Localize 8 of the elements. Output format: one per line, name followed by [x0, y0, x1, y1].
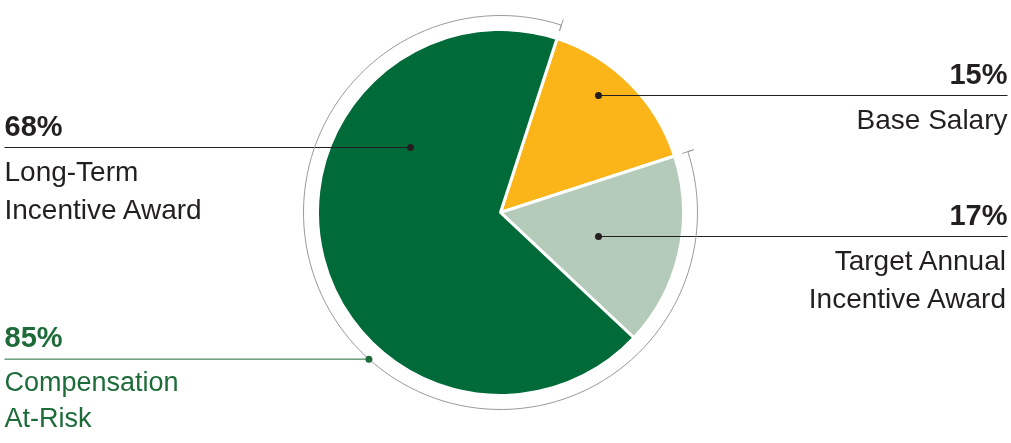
- slice-label: Base Salary: [856, 103, 1008, 135]
- slice-label: Target Annual Incentive Award: [808, 244, 1006, 314]
- data-label: 15%: [949, 57, 1008, 90]
- slice-label: Long-Term Incentive Award: [4, 155, 202, 225]
- text: 85%: [4, 321, 63, 354]
- text: Compensation At-Risk: [4, 367, 179, 434]
- data-label: 68%: [4, 109, 63, 142]
- data-label: 17%: [949, 198, 1008, 231]
